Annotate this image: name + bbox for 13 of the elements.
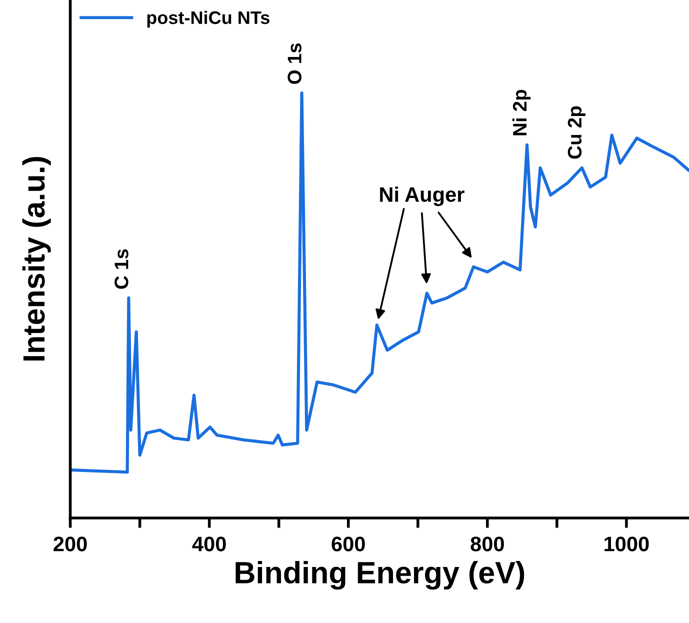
x-tick-label: 400 bbox=[192, 536, 226, 552]
x-tick-label: 200 bbox=[54, 536, 87, 552]
x-tick-label: 600 bbox=[332, 536, 365, 552]
y-axis-title: Intensity (a.u.) bbox=[22, 156, 51, 361]
x-axis-title: Binding Energy (eV) bbox=[236, 561, 524, 590]
x-tick-label: 800 bbox=[470, 536, 504, 552]
annotation: Cu 2p bbox=[568, 106, 586, 159]
x-tick-label: 1000 bbox=[604, 536, 649, 552]
annotation: C 1s bbox=[114, 249, 128, 289]
annotation: Ni 2p bbox=[512, 90, 531, 136]
legend-label: post-NiCu NTs bbox=[147, 10, 270, 28]
annotation: Ni Auger bbox=[380, 186, 464, 206]
annotation: O 1s bbox=[288, 43, 302, 84]
